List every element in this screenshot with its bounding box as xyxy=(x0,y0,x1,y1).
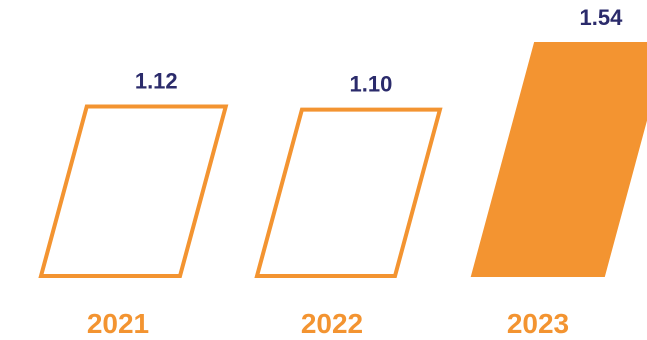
category-label-2023: 2023 xyxy=(507,308,569,339)
category-label-2021: 2021 xyxy=(87,308,149,339)
bar-2023 xyxy=(470,42,647,277)
value-label-2021: 1.12 xyxy=(135,69,178,94)
value-label-2022: 1.10 xyxy=(350,72,393,97)
bar-2022 xyxy=(254,107,443,278)
category-label-2022: 2022 xyxy=(301,308,363,339)
value-label-2023: 1.54 xyxy=(579,5,623,30)
bar-2021 xyxy=(38,104,229,278)
